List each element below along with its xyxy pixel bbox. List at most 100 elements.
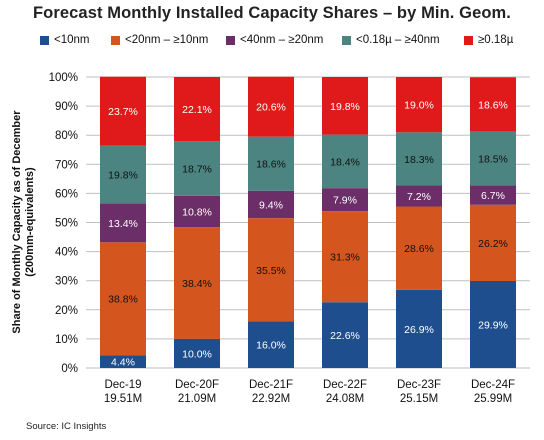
y-tick-label: 90% <box>55 101 78 113</box>
data-label: 18.6% <box>256 159 286 171</box>
bar-segment <box>100 242 146 356</box>
bar-segment <box>322 211 368 303</box>
data-label: 19.8% <box>108 169 138 181</box>
bar-segment <box>396 289 442 368</box>
bar-segment <box>100 145 146 204</box>
data-label: 9.4% <box>259 199 283 211</box>
legend-swatch <box>40 35 49 45</box>
legend: <10nm <20nm – ≥10nm <40nm – ≥20nm <0.18µ – … <box>36 34 536 50</box>
data-label: 7.2% <box>407 191 431 203</box>
x-tick-label: Dec-23F <box>397 379 441 391</box>
y-tick-label: 80% <box>55 130 78 142</box>
legend-swatch <box>111 35 120 45</box>
x-sublabel: 21.09M <box>178 393 216 405</box>
data-label: 18.4% <box>330 156 360 168</box>
x-tick-label: Dec-24F <box>471 379 515 391</box>
y-tick-label: 100% <box>49 72 78 84</box>
y-tick-label: 10% <box>55 334 78 346</box>
x-tick-label: Dec-19 <box>104 379 141 391</box>
legend-label: ≥0.18µ <box>478 34 514 46</box>
bar-segment <box>174 338 220 368</box>
bar-segment <box>470 204 516 281</box>
data-label: 22.1% <box>182 104 212 116</box>
y-tick-label: 60% <box>55 188 78 200</box>
legend-item: ≥0.18µ <box>464 34 513 46</box>
bar-segment <box>100 355 146 368</box>
y-tick-label: 70% <box>55 159 78 171</box>
bar-segment <box>248 321 294 368</box>
legend-swatch <box>464 35 473 45</box>
bar-segment <box>248 218 294 322</box>
data-label: 18.5% <box>478 153 508 165</box>
bar-segment <box>396 77 442 133</box>
legend-swatch <box>342 35 351 45</box>
x-sublabel: 25.99M <box>474 393 512 405</box>
source-note: Source: IC Insights <box>26 421 107 432</box>
y-tick-label: 20% <box>55 305 78 317</box>
bar-segment <box>470 77 516 132</box>
bar-segment <box>470 280 516 368</box>
data-label: 4.4% <box>111 357 135 369</box>
x-tick-label: Dec-22F <box>323 379 367 391</box>
data-label: 31.3% <box>330 252 360 264</box>
data-label: 18.3% <box>404 154 434 166</box>
x-tick-label: Dec-21F <box>249 379 293 391</box>
data-label: 26.2% <box>478 238 508 250</box>
bar-segment <box>470 185 516 205</box>
data-label: 29.9% <box>478 319 508 331</box>
data-label: 38.8% <box>108 294 138 306</box>
legend-swatch <box>226 35 235 45</box>
x-tick-label: Dec-20F <box>175 379 219 391</box>
data-label: 13.4% <box>108 218 138 230</box>
bar-segment <box>322 77 368 135</box>
x-sublabel: 22.92M <box>252 393 290 405</box>
x-sublabel: 19.51M <box>104 393 142 405</box>
x-sublabel: 25.15M <box>400 393 438 405</box>
bar-segment <box>174 195 220 228</box>
data-label: 20.6% <box>256 102 286 114</box>
bar-segment <box>470 131 516 186</box>
data-label: 35.5% <box>256 265 286 277</box>
bar-segment <box>322 302 368 368</box>
bar-segment <box>174 227 220 339</box>
bar-segment <box>396 206 442 290</box>
bar-segment <box>100 76 146 146</box>
data-label: 38.4% <box>182 278 212 290</box>
y-tick-label: 50% <box>55 218 78 230</box>
data-label: 10.0% <box>182 348 212 360</box>
bar-segment <box>248 136 294 191</box>
legend-label: <0.18µ – ≥40nm <box>356 34 440 46</box>
data-label: 22.6% <box>330 330 360 342</box>
legend-label: <20nm – ≥10nm <box>125 34 209 46</box>
data-label: 16.0% <box>256 340 286 352</box>
data-label: 26.9% <box>404 324 434 336</box>
bar-segment <box>100 203 146 243</box>
data-label: 19.0% <box>404 100 434 112</box>
bar-segment <box>396 132 442 186</box>
data-label: 28.6% <box>404 243 434 255</box>
data-label: 7.9% <box>333 195 357 207</box>
x-sublabel: 24.08M <box>326 393 364 405</box>
data-label: 18.7% <box>182 164 212 176</box>
legend-label: <10nm <box>54 34 90 46</box>
bar-segment <box>248 190 294 219</box>
legend-label: <40nm – ≥20nm <box>240 34 324 46</box>
legend-item: <0.18µ – ≥40nm <box>342 34 440 46</box>
bar-segment <box>174 141 220 196</box>
bar-segment <box>396 185 442 207</box>
data-label: 19.8% <box>330 101 360 113</box>
bar-segment <box>248 76 294 137</box>
data-label: 10.8% <box>182 206 212 218</box>
legend-item: <20nm – ≥10nm <box>111 34 208 46</box>
data-label: 18.6% <box>478 99 508 111</box>
data-label: 23.7% <box>108 106 138 118</box>
y-tick-label: 30% <box>55 276 78 288</box>
data-label: 6.7% <box>481 190 505 202</box>
bar-segment <box>174 77 220 142</box>
y-tick-label: 0% <box>61 363 78 375</box>
y-tick-label: 40% <box>55 247 78 259</box>
bar-segment <box>322 134 368 189</box>
legend-item: <10nm <box>40 34 89 46</box>
legend-item: <40nm – ≥20nm <box>226 34 323 46</box>
